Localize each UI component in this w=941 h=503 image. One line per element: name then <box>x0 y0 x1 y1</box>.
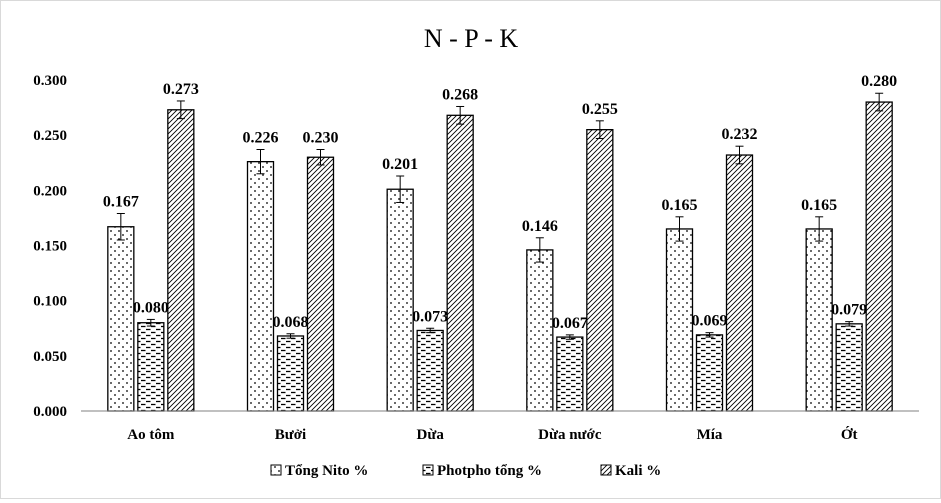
x-tick-label: Ớt <box>841 426 858 443</box>
data-label: 0.273 <box>163 81 199 98</box>
data-label: 0.079 <box>831 302 867 319</box>
y-tick-label: 0.150 <box>33 239 67 255</box>
data-label: 0.230 <box>303 130 339 147</box>
bars-group: 0.167 0.080 0.273 0.226 0.068 0.230 0.201 0.073… <box>103 73 897 412</box>
bar <box>586 128 614 412</box>
data-label: 0.226 <box>243 130 279 147</box>
y-tick-label: 0.250 <box>33 128 67 144</box>
legend-swatch <box>600 464 612 476</box>
bar <box>386 188 414 412</box>
bar <box>446 114 474 412</box>
legend-label: Kali % <box>615 463 661 479</box>
data-label: 0.080 <box>133 299 169 316</box>
y-tick-label: 0.200 <box>33 183 67 199</box>
legend-swatch <box>270 464 282 476</box>
data-label: 0.268 <box>442 86 478 103</box>
data-label: 0.232 <box>722 126 758 143</box>
x-tick-label: Mía <box>697 427 723 443</box>
x-tick-label: Dừa <box>416 427 444 443</box>
data-label: 0.255 <box>582 101 618 118</box>
x-axis: Ao tôm Bưởi Dừa Dừa nước Mía Ớt <box>81 410 919 443</box>
data-label: 0.201 <box>382 156 418 173</box>
bar <box>167 109 195 412</box>
y-tick-label: 0.000 <box>33 404 67 420</box>
y-tick-label: 0.100 <box>33 294 67 310</box>
chart-title: N - P - K <box>424 24 519 53</box>
bar <box>416 329 444 412</box>
data-label: 0.068 <box>273 314 309 331</box>
x-tick-label: Bưởi <box>275 427 306 443</box>
data-label: 0.073 <box>412 308 448 325</box>
legend-label: Tổng Nito % <box>285 463 368 479</box>
data-label: 0.067 <box>552 315 588 332</box>
x-tick-label: Dừa nước <box>538 427 602 443</box>
data-label: 0.165 <box>801 197 837 214</box>
bar <box>137 322 165 412</box>
bar <box>556 336 584 412</box>
bar <box>246 160 275 412</box>
y-tick-label: 0.050 <box>33 349 67 365</box>
bar <box>665 228 694 412</box>
y-tick-label: 0.300 <box>33 73 67 89</box>
bar <box>695 334 724 412</box>
legend-label: Photpho tổng % <box>437 463 542 479</box>
x-tick-label: Ao tôm <box>127 427 175 443</box>
data-label: 0.280 <box>861 73 897 90</box>
legend-swatch <box>422 464 434 476</box>
y-axis: 0.000 0.050 0.100 0.150 0.200 0.250 0.300 <box>33 73 67 420</box>
data-label: 0.165 <box>662 197 698 214</box>
data-label: 0.146 <box>522 218 558 235</box>
bar <box>865 101 893 412</box>
bar <box>725 154 754 412</box>
bar <box>107 226 135 412</box>
data-label: 0.069 <box>692 313 728 330</box>
bar <box>276 335 305 412</box>
legend: Tổng Nito % Photpho tổng % Kali % <box>270 463 661 479</box>
bar <box>805 228 833 412</box>
bar <box>526 249 554 412</box>
bar <box>835 323 863 412</box>
data-label: 0.167 <box>103 194 139 211</box>
bar <box>306 156 335 412</box>
